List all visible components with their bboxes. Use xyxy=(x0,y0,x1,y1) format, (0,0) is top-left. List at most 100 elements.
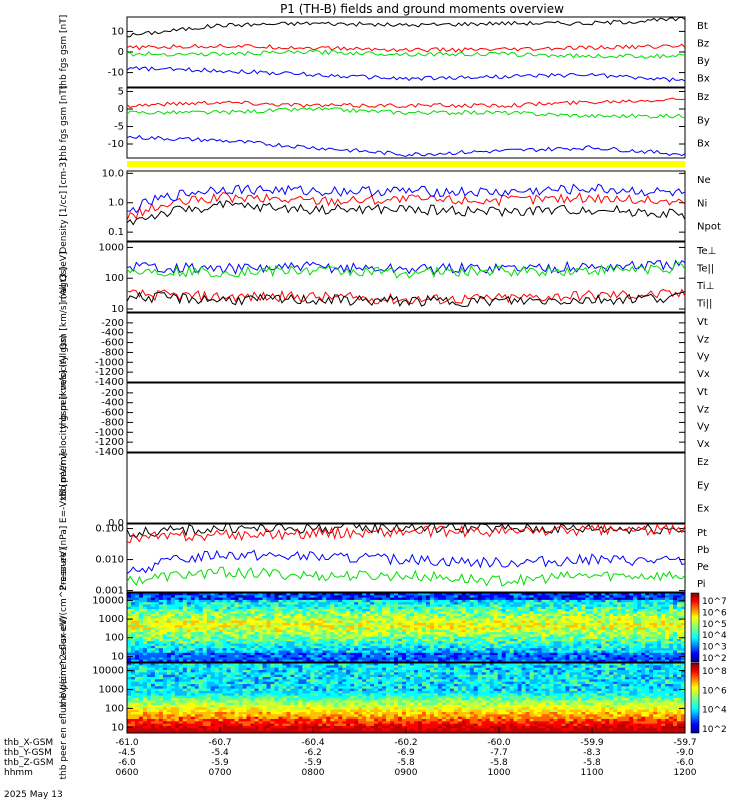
heatmap-cell xyxy=(222,606,227,610)
legend-label-Ey: Ey xyxy=(697,480,709,491)
heatmap-cell xyxy=(505,620,510,624)
heatmap-cell xyxy=(182,597,188,601)
heatmap-cell xyxy=(206,652,211,656)
heatmap-cell xyxy=(653,606,658,610)
heatmap-cell xyxy=(409,613,415,617)
heatmap-cell xyxy=(545,593,550,596)
heatmap-cell xyxy=(158,650,164,654)
heatmap-cell xyxy=(298,650,303,654)
heatmap-cell xyxy=(617,652,622,656)
heatmap-cell xyxy=(166,595,172,598)
heatmap-cell xyxy=(517,634,522,637)
heatmap-cell xyxy=(597,618,602,621)
heatmap-cell xyxy=(250,643,255,647)
heatmap-cell xyxy=(637,634,642,637)
heatmap-cell xyxy=(258,636,263,640)
series-line-Bz xyxy=(126,43,686,53)
heatmap-cell xyxy=(493,636,498,640)
heatmap-cell xyxy=(677,625,682,628)
heatmap-cell xyxy=(481,606,487,610)
heatmap-cell xyxy=(577,618,582,621)
heatmap-cell xyxy=(613,606,618,610)
heatmap-cell xyxy=(190,606,196,610)
heatmap-cell xyxy=(286,650,291,654)
heatmap-cell xyxy=(342,634,347,637)
heatmap-cell xyxy=(581,622,586,626)
heatmap-cell xyxy=(394,593,399,596)
heatmap-cell xyxy=(346,595,351,598)
heatmap-cell xyxy=(565,639,570,642)
heatmap-cell xyxy=(258,609,263,612)
heatmap-cell xyxy=(354,645,359,649)
heatmap-cell xyxy=(314,636,319,640)
heatmap-cell xyxy=(413,618,419,621)
heatmap-cell xyxy=(541,645,546,649)
heatmap-cell xyxy=(649,629,654,633)
heatmap-cell xyxy=(330,667,335,671)
heatmap-cell xyxy=(473,597,479,601)
heatmap-cell xyxy=(445,602,451,605)
heatmap-cell xyxy=(657,667,662,671)
heatmap-cell xyxy=(258,593,263,596)
heatmap-cell xyxy=(589,632,594,635)
heatmap-cell xyxy=(166,636,172,640)
heatmap-cell xyxy=(673,652,678,656)
heatmap-cell xyxy=(545,663,550,666)
heatmap-cell xyxy=(653,604,658,608)
heatmap-cell xyxy=(346,597,351,601)
heatmap-cell xyxy=(306,652,311,656)
heatmap-cell xyxy=(605,655,610,658)
colorbar-tick: 10^6 xyxy=(702,608,727,618)
heatmap-cell xyxy=(413,659,419,663)
heatmap-cell xyxy=(493,670,498,673)
heatmap-cell xyxy=(581,597,586,601)
heatmap-cell xyxy=(154,655,160,658)
heatmap-cell xyxy=(517,659,522,663)
heatmap-cell xyxy=(477,663,483,666)
heatmap-cell xyxy=(425,657,431,660)
heatmap-cell xyxy=(358,670,363,673)
heatmap-cell xyxy=(262,636,267,640)
heatmap-cell xyxy=(322,634,327,637)
heatmap-cell xyxy=(150,665,156,668)
heatmap-cell xyxy=(457,595,463,598)
heatmap-cell xyxy=(314,609,319,612)
heatmap-cell xyxy=(425,639,431,642)
heatmap-cell xyxy=(625,604,630,608)
heatmap-cell xyxy=(382,627,387,631)
heatmap-cell xyxy=(425,636,431,640)
heatmap-cell xyxy=(545,613,550,617)
heatmap-cell xyxy=(505,609,510,612)
heatmap-cell xyxy=(282,663,287,666)
heatmap-cell xyxy=(386,667,391,671)
heatmap-cell xyxy=(310,659,315,663)
heatmap-cell xyxy=(194,655,200,658)
heatmap-cell xyxy=(382,634,387,637)
heatmap-cell xyxy=(370,650,375,654)
heatmap-cell xyxy=(457,613,463,617)
heatmap-cell xyxy=(378,665,383,668)
heatmap-cell xyxy=(437,655,443,658)
heatmap-cell xyxy=(481,639,487,642)
heatmap-cell xyxy=(453,622,459,626)
heatmap-cell xyxy=(258,645,263,649)
heatmap-cell xyxy=(210,665,215,668)
heatmap-cell xyxy=(597,650,602,654)
heatmap-cell xyxy=(637,648,642,651)
heatmap-cell xyxy=(553,652,558,656)
heatmap-cell xyxy=(186,632,192,635)
heatmap-cell xyxy=(629,665,634,668)
heatmap-cell xyxy=(673,611,678,614)
heatmap-cell xyxy=(127,609,132,612)
heatmap-cell xyxy=(154,620,160,624)
heatmap-cell xyxy=(310,665,315,668)
heatmap-cell xyxy=(677,613,682,617)
heatmap-cell xyxy=(127,597,132,601)
heatmap-cell xyxy=(409,593,415,596)
heatmap-cell xyxy=(222,625,227,628)
heatmap-cell xyxy=(457,627,463,631)
heatmap-cell xyxy=(402,604,407,608)
heatmap-cell xyxy=(517,655,522,658)
heatmap-cell xyxy=(234,632,239,635)
